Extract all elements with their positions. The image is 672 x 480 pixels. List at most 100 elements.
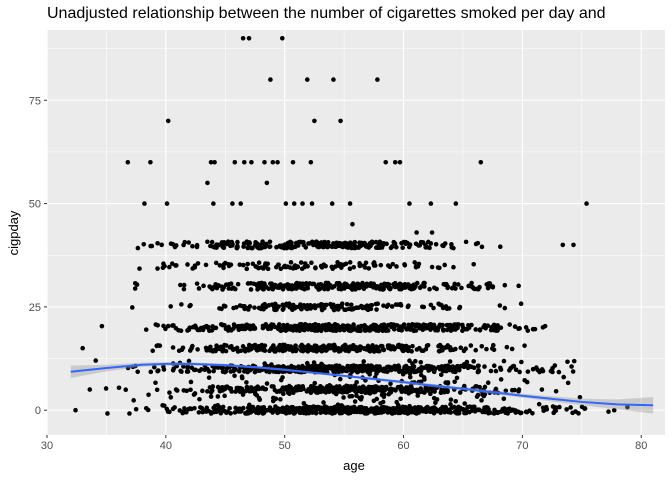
data-point	[414, 347, 420, 352]
data-point	[429, 264, 435, 270]
data-point	[297, 410, 303, 415]
data-point	[385, 369, 390, 374]
data-point	[408, 286, 413, 291]
data-point	[304, 410, 309, 416]
data-point	[466, 283, 471, 289]
data-point	[272, 307, 277, 313]
data-point	[288, 260, 294, 265]
data-point	[312, 240, 318, 245]
axes: 30 40 50 60 70 80 0 25 50 75	[29, 95, 648, 452]
data-point	[339, 241, 344, 247]
data-point	[226, 385, 232, 391]
data-point	[168, 304, 174, 309]
data-point	[87, 387, 93, 392]
data-point	[366, 327, 372, 333]
data-point	[402, 388, 408, 394]
data-point	[148, 243, 153, 249]
data-point	[429, 230, 435, 235]
data-point	[490, 284, 496, 290]
data-point	[222, 323, 227, 328]
data-point	[488, 368, 494, 374]
data-point	[441, 243, 446, 249]
data-point	[428, 302, 434, 308]
data-point	[522, 343, 527, 348]
data-point	[197, 368, 202, 374]
data-point	[371, 389, 377, 395]
data-point	[611, 407, 617, 413]
data-point	[501, 358, 507, 364]
data-point	[260, 411, 266, 416]
data-point	[275, 410, 280, 416]
data-point	[251, 344, 257, 349]
data-point	[170, 345, 176, 350]
data-point	[275, 159, 280, 165]
data-point	[321, 400, 326, 405]
data-point	[215, 242, 221, 248]
data-point	[278, 407, 284, 413]
data-point	[339, 369, 345, 374]
data-point	[316, 287, 321, 292]
data-point	[262, 301, 268, 307]
data-point	[221, 265, 226, 271]
data-point	[137, 266, 142, 271]
data-point	[334, 346, 339, 351]
data-point	[214, 364, 219, 370]
data-point	[310, 387, 316, 393]
data-point	[334, 363, 339, 368]
data-point	[267, 239, 273, 245]
data-point	[234, 385, 240, 391]
data-point	[354, 345, 359, 350]
data-point	[263, 261, 268, 266]
data-point	[276, 262, 281, 268]
data-point	[230, 347, 236, 353]
data-point	[398, 396, 403, 402]
data-point	[460, 328, 465, 334]
data-point	[311, 360, 317, 365]
data-point	[470, 285, 476, 290]
data-point	[300, 201, 305, 206]
data-point	[168, 241, 174, 247]
data-point	[475, 240, 481, 246]
data-point	[271, 407, 276, 413]
data-point	[421, 280, 427, 286]
data-point	[351, 264, 357, 270]
data-point	[576, 411, 581, 416]
data-point	[286, 326, 291, 332]
data-point	[351, 322, 356, 327]
data-point	[172, 244, 178, 250]
data-point	[232, 159, 238, 165]
data-point	[278, 377, 284, 383]
data-point	[239, 374, 245, 379]
data-point	[440, 404, 445, 410]
data-point	[469, 408, 475, 414]
data-point	[170, 323, 175, 328]
data-point	[322, 364, 327, 370]
data-point	[311, 404, 316, 409]
data-point	[350, 405, 356, 411]
data-point	[261, 346, 267, 352]
data-point	[161, 367, 167, 372]
data-point	[493, 368, 499, 374]
data-point	[280, 307, 286, 312]
data-point	[350, 221, 355, 227]
data-point	[294, 328, 299, 333]
plot-panel	[47, 30, 665, 435]
data-point	[347, 344, 353, 349]
data-point	[233, 367, 238, 372]
data-point	[213, 260, 219, 266]
data-point	[295, 241, 301, 247]
data-point	[553, 388, 559, 394]
data-point	[265, 266, 271, 272]
data-point	[313, 265, 318, 270]
data-point	[432, 389, 437, 394]
data-point	[381, 366, 387, 372]
data-point	[445, 380, 451, 385]
data-point	[317, 387, 323, 393]
data-point	[181, 388, 187, 393]
data-point	[472, 404, 477, 410]
data-point	[203, 262, 209, 268]
data-point	[146, 392, 151, 398]
data-point	[438, 348, 444, 353]
data-point	[211, 284, 216, 290]
